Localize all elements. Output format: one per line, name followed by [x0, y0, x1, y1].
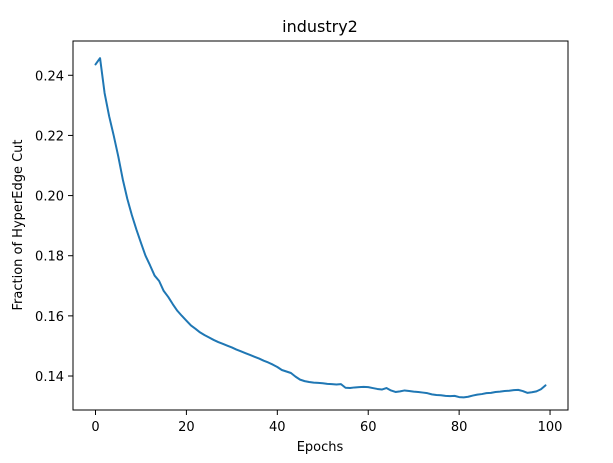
- x-tick-label: 100: [538, 420, 563, 435]
- y-tick-label: 0.24: [35, 69, 64, 84]
- x-tick-label: 0: [91, 420, 99, 435]
- y-tick-label: 0.16: [35, 310, 64, 325]
- chart-title: industry2: [282, 17, 358, 36]
- x-tick-label: 80: [451, 420, 468, 435]
- y-tick-label: 0.14: [35, 370, 64, 385]
- x-tick-label: 40: [269, 420, 286, 435]
- x-tick-label: 60: [360, 420, 377, 435]
- y-tick-label: 0.22: [35, 129, 64, 144]
- y-axis-label: Fraction of HyperEdge Cut: [11, 139, 26, 310]
- y-tick-label: 0.18: [35, 250, 64, 265]
- plot-area: [73, 41, 568, 410]
- x-axis-label: Epochs: [297, 440, 344, 455]
- y-tick-label: 0.20: [35, 190, 64, 205]
- x-tick-label: 20: [178, 420, 195, 435]
